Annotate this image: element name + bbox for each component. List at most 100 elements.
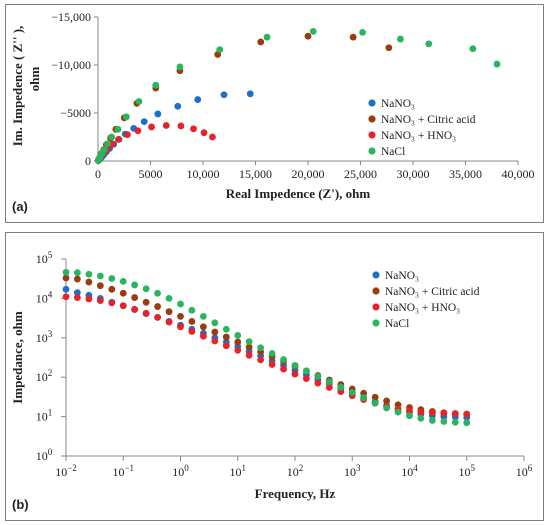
data-point xyxy=(122,113,130,121)
data-point xyxy=(152,81,160,89)
x-tick-label: 30,000 xyxy=(397,167,430,181)
data-point xyxy=(360,394,368,402)
data-point xyxy=(177,312,184,320)
data-point xyxy=(154,289,161,297)
data-point xyxy=(134,127,142,135)
data-point xyxy=(199,312,207,320)
x-tick-label: 105 xyxy=(459,463,476,479)
data-point xyxy=(268,361,276,368)
y-tick-label: −10,000 xyxy=(51,58,91,72)
data-point xyxy=(337,383,345,391)
y-tick-label: 101 xyxy=(36,408,53,424)
data-point xyxy=(291,361,299,369)
data-point xyxy=(220,91,228,99)
data-point xyxy=(451,410,459,418)
panel-label-b: (b) xyxy=(12,497,29,512)
data-point xyxy=(104,140,111,148)
data-point xyxy=(245,338,253,346)
data-point xyxy=(96,297,104,304)
data-point xyxy=(359,28,366,36)
data-point xyxy=(174,102,182,110)
x-tick-label: 101 xyxy=(230,463,247,479)
data-point xyxy=(463,419,471,427)
data-point xyxy=(417,415,425,422)
data-point xyxy=(73,294,81,301)
data-point xyxy=(199,332,207,340)
data-point xyxy=(309,28,317,35)
y-tick-label: 0 xyxy=(85,154,91,168)
data-point xyxy=(108,133,116,141)
data-point xyxy=(108,275,116,282)
data-point xyxy=(165,318,173,326)
data-point xyxy=(302,367,310,375)
legend-label: NaNO₃ + Citric acid xyxy=(385,286,480,298)
y-tick-label: −5000 xyxy=(60,106,91,120)
chart-panel-a: 0 5000 10,000 15,000 20,000 25,000 30,000 35,00… xyxy=(5,4,544,223)
data-point xyxy=(280,365,287,373)
data-point xyxy=(85,270,93,278)
data-point xyxy=(211,328,219,336)
data-point xyxy=(397,35,404,43)
data-point xyxy=(314,372,322,380)
y-tick-label: 103 xyxy=(36,329,53,345)
bode-plot: 10−2 10−1 100 101 102 103 104 105 106 100 101 102 10… xyxy=(10,250,533,512)
x-tick-label: 40,000 xyxy=(502,167,535,181)
data-point xyxy=(385,44,393,52)
data-point xyxy=(62,274,70,282)
x-tick-label: 102 xyxy=(287,463,304,479)
data-point xyxy=(234,346,242,354)
y-axis-title-unit: ohm xyxy=(27,67,42,92)
data-point xyxy=(257,38,265,46)
data-point xyxy=(62,268,70,276)
data-point xyxy=(199,323,207,331)
data-point xyxy=(314,379,322,387)
data-point xyxy=(135,98,143,105)
data-point xyxy=(119,302,127,310)
legend-marker xyxy=(368,99,376,107)
data-point xyxy=(119,278,127,285)
data-point xyxy=(62,293,70,301)
data-point xyxy=(406,407,413,415)
data-point xyxy=(383,397,390,405)
legend-marker xyxy=(372,303,380,311)
data-point xyxy=(73,289,81,297)
legend-label: NaNO₃ + HNO₃ xyxy=(385,302,460,314)
data-point xyxy=(451,418,459,426)
x-axis-title: Real Impedence (Z'), ohm xyxy=(226,186,371,201)
data-point xyxy=(394,408,402,416)
data-point xyxy=(140,118,148,126)
y-tick-label: 104 xyxy=(36,289,53,305)
data-point xyxy=(108,299,116,307)
legend-marker xyxy=(372,287,380,295)
data-point xyxy=(96,272,104,280)
data-point xyxy=(211,337,219,345)
data-point xyxy=(493,60,501,68)
data-point xyxy=(325,378,333,386)
legend-label: NaNO₃ xyxy=(385,270,419,282)
data-point xyxy=(154,110,162,118)
legend-label: NaNO₃ + Citric acid xyxy=(381,114,476,126)
y-axis-title: Im. Impedence ( Z'' ), xyxy=(10,26,25,147)
x-tick-label: 100 xyxy=(172,463,189,479)
legend-marker xyxy=(372,319,380,327)
data-point xyxy=(62,285,70,293)
x-tick-label: 106 xyxy=(516,463,533,479)
data-point xyxy=(96,282,104,290)
data-point xyxy=(371,393,379,401)
data-point xyxy=(148,123,155,131)
data-point xyxy=(131,294,139,301)
y-tick-label: 102 xyxy=(36,368,53,384)
x-tick-label: 10−1 xyxy=(112,463,134,479)
data-point xyxy=(154,303,161,310)
data-point xyxy=(131,281,139,289)
data-point xyxy=(222,342,230,350)
data-point xyxy=(304,32,312,40)
x-axis-title: Frequency, Hz xyxy=(255,486,336,501)
data-point xyxy=(234,338,242,346)
data-point xyxy=(188,318,196,325)
data-point xyxy=(428,409,436,417)
data-point xyxy=(257,356,265,364)
data-point xyxy=(234,332,242,339)
data-point xyxy=(268,350,276,357)
data-point xyxy=(108,285,116,293)
